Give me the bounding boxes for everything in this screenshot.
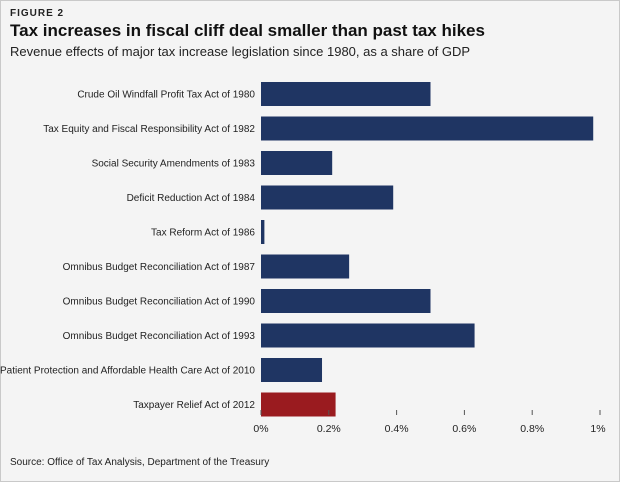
bar-10 (261, 393, 336, 417)
bar-2 (261, 117, 593, 141)
category-label: Social Security Amendments of 1983 (92, 159, 256, 170)
category-label: Omnibus Budget Reconciliation Act of 198… (63, 262, 256, 273)
bar-7 (261, 289, 431, 313)
category-label: Tax Reform Act of 1986 (151, 228, 255, 239)
source-note: Source: Office of Tax Analysis, Departme… (10, 457, 269, 468)
bar-1 (261, 82, 431, 106)
x-tick-label: 1% (590, 423, 605, 435)
x-tick-label: 0.6% (452, 423, 476, 435)
x-tick-label: 0.8% (520, 423, 544, 435)
bar-6 (261, 255, 349, 279)
category-label: Crude Oil Windfall Profit Tax Act of 198… (77, 90, 255, 101)
x-tick-label: 0% (253, 423, 268, 435)
bar-9 (261, 358, 322, 382)
x-tick-label: 0.2% (317, 423, 341, 435)
x-tick-label: 0.4% (385, 423, 409, 435)
bar-3 (261, 151, 332, 175)
category-label: Omnibus Budget Reconciliation Act of 199… (63, 331, 256, 342)
category-label: Omnibus Budget Reconciliation Act of 199… (63, 297, 256, 308)
category-label: Deficit Reduction Act of 1984 (127, 193, 256, 204)
bar-chart: Crude Oil Windfall Profit Tax Act of 198… (0, 0, 620, 482)
bar-4 (261, 186, 393, 210)
category-label: Taxpayer Relief Act of 2012 (133, 400, 255, 411)
bar-8 (261, 324, 475, 348)
category-label: Tax Equity and Fiscal Responsibility Act… (43, 124, 255, 135)
category-label: Patient Protection and Affordable Health… (0, 366, 255, 377)
bar-5 (261, 220, 264, 244)
